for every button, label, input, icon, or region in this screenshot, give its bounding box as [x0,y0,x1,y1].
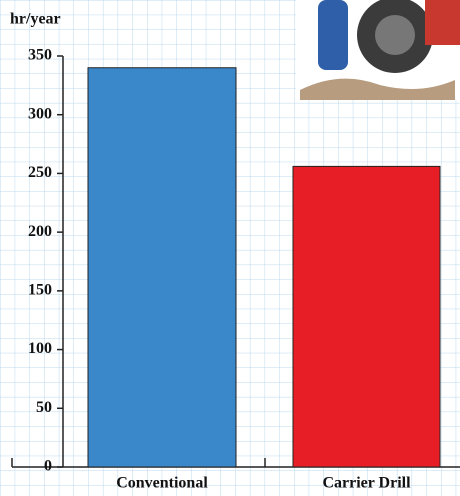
chart: hr/year 0 50 100 150 200 250 300 350 Conventiona… [0,0,460,496]
x-tick-label: Carrier Drill [322,475,411,492]
bar [293,166,440,467]
y-tick-label: 250 [28,164,52,181]
y-tick-label: 300 [28,105,52,122]
illustration [296,0,460,100]
y-tick-label: 200 [28,223,52,240]
y-tick-label: 100 [28,340,52,357]
y-tick-label: 50 [36,399,52,416]
bar [88,68,236,467]
y-axis-label: hr/year [10,11,61,28]
page: hr/year 0 50 100 150 200 250 300 350 Conventiona… [0,0,460,496]
y-tick-label: 350 [28,47,52,64]
y-tick-label: 150 [28,282,52,299]
x-tick-label: Conventional [116,475,208,492]
y-tick-label: 0 [44,458,52,475]
